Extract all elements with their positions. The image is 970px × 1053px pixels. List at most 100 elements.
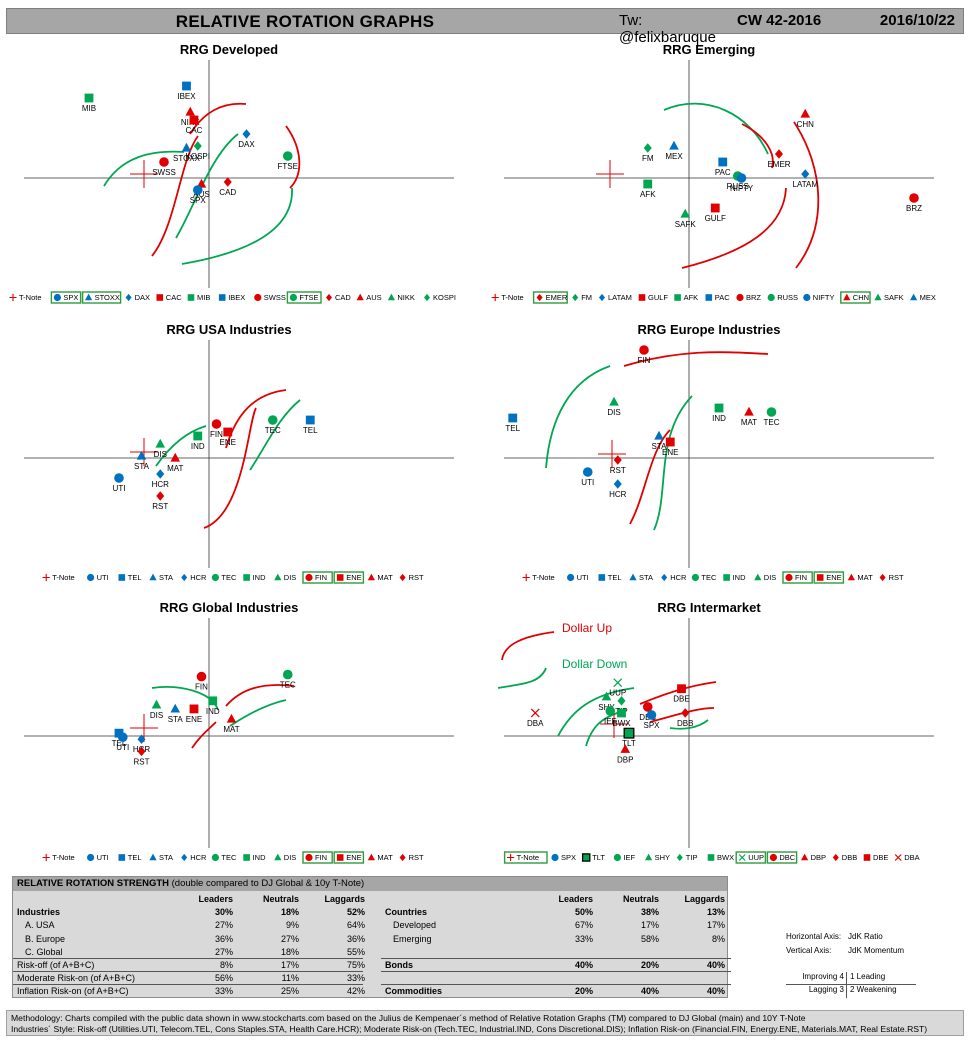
legend-marker-tip xyxy=(676,853,683,862)
legend-marker-emer xyxy=(536,293,543,302)
point-label-safk: SAFK xyxy=(675,220,697,229)
legend-marker-afk xyxy=(674,294,681,301)
legend-label-ibex: IBEX xyxy=(228,293,245,302)
strength-row-label: Countries xyxy=(385,907,428,918)
legend-label-rst: RST xyxy=(889,573,904,582)
point-label-ind: IND xyxy=(712,414,726,423)
trajectory-curve xyxy=(203,407,257,529)
strength-cell: 36% xyxy=(346,933,365,944)
strength-cell: 40% xyxy=(706,986,725,997)
point-ene xyxy=(223,427,233,437)
point-ind xyxy=(193,431,203,441)
chart-title: RRG Developed xyxy=(180,42,278,57)
strength-row-label: Developed xyxy=(393,920,437,931)
legend-marker-kospi xyxy=(424,293,430,302)
legend-marker-t-note xyxy=(507,853,515,862)
trajectory-curve xyxy=(103,150,185,187)
point-swss xyxy=(159,157,169,167)
strength-row xyxy=(381,972,731,986)
strength-row: Countries 50% 38% 13% xyxy=(381,906,731,919)
legend-marker-dbb xyxy=(832,853,839,862)
point-spx xyxy=(646,710,657,720)
trajectory-curve xyxy=(741,123,774,169)
point-label-fm: FM xyxy=(642,154,654,163)
point-label-dbp: DBP xyxy=(617,755,633,764)
legend-label-tel: TEL xyxy=(128,853,142,862)
quadrant-leading: 1 Leading xyxy=(846,972,885,985)
legend-marker-aus xyxy=(356,293,364,301)
legend-label-afk: AFK xyxy=(684,293,699,302)
point-label-dba: DBA xyxy=(527,719,544,728)
legend-marker-chn xyxy=(843,293,851,301)
trajectory-curve xyxy=(181,187,293,265)
legend-label-spx: SPX xyxy=(561,853,576,862)
quadrant-weakening: 2 Weakening xyxy=(846,985,897,998)
point-label-swss: SWSS xyxy=(152,168,176,177)
strength-row: Developed 67% 17% 17% xyxy=(381,919,731,932)
legend-label-pac: PAC xyxy=(715,293,730,302)
trajectory-curve xyxy=(663,102,769,155)
point-bwx xyxy=(617,708,626,718)
legend-label-t-note: T-Note xyxy=(517,853,540,862)
point-dbp xyxy=(620,744,631,753)
point-ief xyxy=(605,706,616,716)
point-label-emer: EMER xyxy=(767,160,790,169)
quadrant-lagging: Lagging 3 xyxy=(808,985,844,994)
legend-label-uti: UTI xyxy=(97,573,109,582)
legend-label-mib: MIB xyxy=(197,293,210,302)
point-label-uti: UTI xyxy=(581,478,594,487)
legend-highlight-box xyxy=(503,851,548,864)
legend-marker-mib xyxy=(187,294,195,301)
point-afk xyxy=(643,179,653,189)
point-rst xyxy=(156,491,165,501)
trajectory-curve xyxy=(497,667,547,689)
strength-cell: 17% xyxy=(640,920,659,931)
point-label-uti: UTI xyxy=(113,484,126,493)
point-tlt xyxy=(623,727,635,739)
column-leaders: Leaders xyxy=(198,894,233,904)
strength-cell: 9% xyxy=(285,920,299,931)
trajectory-curve xyxy=(151,135,199,257)
legend-label-mat: MAT xyxy=(377,853,393,862)
annotation-dollar-down: Dollar Down xyxy=(562,657,627,671)
point-nikk xyxy=(185,106,196,116)
point-uti xyxy=(114,473,124,483)
point-label-dax: DAX xyxy=(238,140,255,149)
legend-highlight-box xyxy=(286,291,322,304)
legend-marker-rst xyxy=(399,573,406,582)
legend-label-nifty: NIFTY xyxy=(813,293,835,302)
legend-highlight-box xyxy=(333,571,365,584)
trajectory-curve xyxy=(557,687,635,737)
legend-marker-sta xyxy=(149,573,157,581)
legend-highlight-box xyxy=(81,291,122,304)
legend-marker-fin xyxy=(785,573,793,582)
legend-marker-fin xyxy=(305,573,313,582)
legend-marker-latam xyxy=(599,293,605,302)
strength-cell: 55% xyxy=(346,946,365,957)
strength-row-label: Risk-off (of A+B+C) xyxy=(17,959,95,970)
point-mat xyxy=(226,713,237,723)
legend-label-fin: FIN xyxy=(315,573,327,582)
legend-label-stoxx: STOXX xyxy=(95,293,120,302)
point-label-ind: IND xyxy=(206,707,220,716)
trajectory-curve xyxy=(155,425,207,467)
legend-marker-fin xyxy=(305,853,313,862)
legend-label-hcr: HCR xyxy=(190,573,207,582)
point-spx xyxy=(192,185,203,195)
point-label-sta: STA xyxy=(652,442,668,451)
legend-label-dax: DAX xyxy=(135,293,150,302)
legend-label-ind: IND xyxy=(253,573,267,582)
point-dis xyxy=(155,438,166,448)
strength-row-label: Bonds xyxy=(385,959,413,970)
strength-row: Moderate Risk-on (of A+B+C) 56% 11% 33% xyxy=(13,972,365,986)
legend-marker-nikk xyxy=(387,293,395,301)
strength-row: Industries 30% 18% 52% xyxy=(13,906,365,919)
legend-label-fin: FIN xyxy=(315,853,327,862)
legend-marker-shy xyxy=(645,853,653,861)
legend-label-mat: MAT xyxy=(857,573,873,582)
strength-row-label: C. Global xyxy=(25,946,63,957)
point-ene xyxy=(665,437,675,447)
point-label-brz: BRZ xyxy=(906,204,922,213)
legend-label-spx: SPX xyxy=(63,293,78,302)
